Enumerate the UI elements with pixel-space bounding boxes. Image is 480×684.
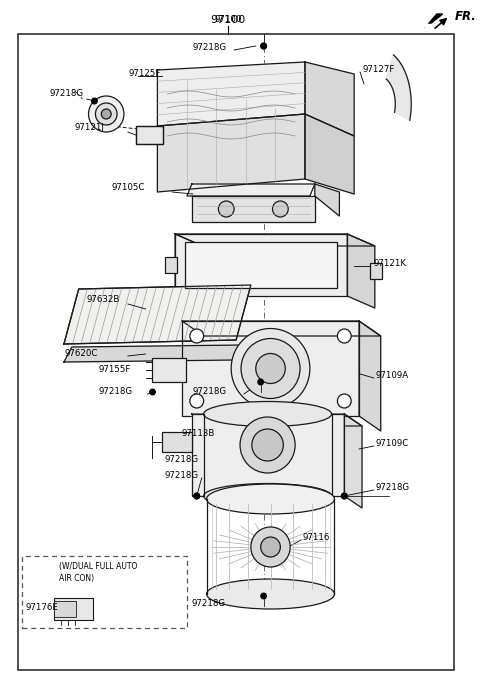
Text: 97218G: 97218G [49,90,84,98]
Text: 97155F: 97155F [98,365,131,373]
Circle shape [252,429,283,461]
Bar [54,598,94,620]
Bar [136,126,163,144]
Bar [185,242,337,288]
Ellipse shape [204,402,332,427]
Ellipse shape [206,484,335,514]
Circle shape [96,103,117,125]
Text: 97113B: 97113B [182,430,216,438]
Circle shape [190,394,204,408]
Circle shape [149,389,156,395]
Circle shape [260,42,267,49]
Circle shape [337,329,351,343]
Circle shape [193,492,200,499]
Bar [153,358,186,382]
Text: 97218G: 97218G [193,388,227,397]
Text: 97100: 97100 [211,15,246,25]
Polygon shape [64,285,251,344]
Circle shape [241,339,300,399]
Text: 97218G: 97218G [164,471,198,480]
Circle shape [101,109,111,119]
Text: 97218G: 97218G [376,484,410,492]
Text: 97218G: 97218G [193,44,227,53]
Bar [22,556,187,628]
Text: FR.: FR. [455,10,476,23]
Bar [165,257,177,273]
Text: 97176E: 97176E [25,603,59,612]
Text: 97127F: 97127F [362,64,395,73]
Circle shape [88,96,124,132]
Bar [370,263,382,279]
Polygon shape [305,62,354,136]
Ellipse shape [204,484,332,508]
Circle shape [240,417,295,473]
Text: 97109A: 97109A [376,371,409,380]
Circle shape [193,492,200,499]
Polygon shape [386,55,411,120]
Polygon shape [175,234,203,308]
Polygon shape [157,114,305,192]
Polygon shape [157,62,305,126]
Polygon shape [175,234,347,296]
Polygon shape [182,321,381,336]
Polygon shape [187,184,315,196]
Bar [162,432,192,452]
Text: 97121J: 97121J [75,124,105,133]
Circle shape [218,201,234,217]
Polygon shape [192,414,344,496]
Text: 97620C: 97620C [65,350,98,358]
Polygon shape [315,184,339,216]
Circle shape [341,492,348,499]
Polygon shape [305,114,354,194]
Polygon shape [182,321,359,416]
Polygon shape [192,196,315,222]
Text: 97109C: 97109C [376,440,409,449]
Text: (W/DUAL FULL AUTO: (W/DUAL FULL AUTO [59,562,137,571]
Polygon shape [175,234,375,246]
Circle shape [91,98,98,105]
Text: AIR CON): AIR CON) [59,574,94,583]
Circle shape [190,329,204,343]
Text: 97632B: 97632B [86,295,120,304]
Polygon shape [425,24,441,30]
Circle shape [260,42,267,49]
Polygon shape [64,345,244,362]
Circle shape [256,354,285,384]
Ellipse shape [206,579,335,609]
Circle shape [337,394,351,408]
Circle shape [231,328,310,408]
Circle shape [251,527,290,567]
Text: 97218G: 97218G [164,454,198,464]
Bar [136,126,163,144]
Text: 97121K: 97121K [374,259,407,269]
Polygon shape [425,14,443,28]
Polygon shape [359,321,381,431]
Circle shape [273,201,288,217]
Circle shape [257,378,264,386]
Circle shape [341,492,348,499]
Text: 97218G: 97218G [98,388,132,397]
Text: 97100: 97100 [215,16,242,25]
Text: 97105C: 97105C [111,183,144,192]
Text: 97116: 97116 [303,534,330,542]
Polygon shape [192,414,362,426]
Text: 97218G: 97218G [192,599,226,609]
Polygon shape [344,414,362,508]
Polygon shape [347,234,375,308]
Circle shape [261,537,280,557]
Circle shape [260,592,267,599]
Bar [54,601,76,617]
Text: 97125F: 97125F [129,70,161,79]
